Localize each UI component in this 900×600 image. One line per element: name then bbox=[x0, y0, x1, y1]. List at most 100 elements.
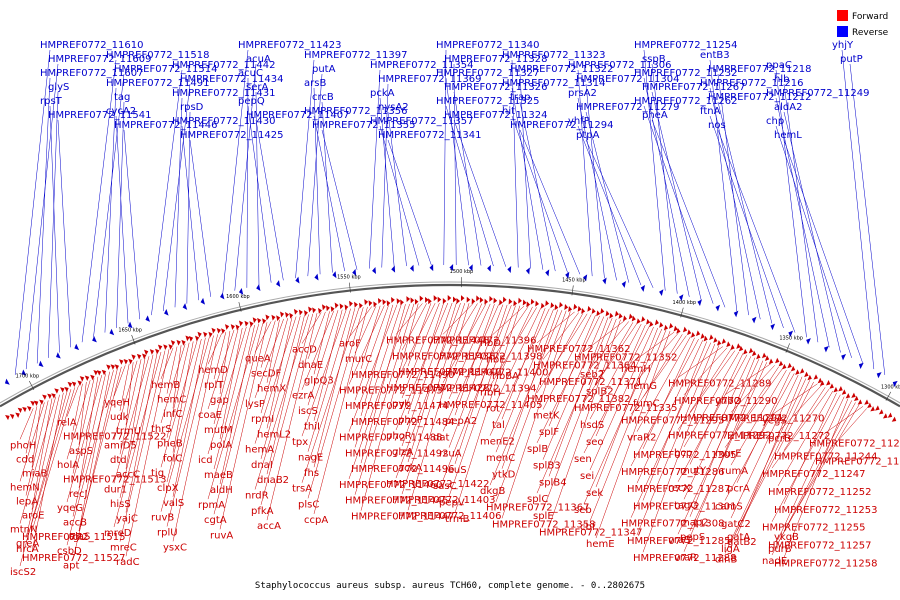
forward-feature bbox=[559, 301, 563, 308]
forward-feature bbox=[425, 296, 429, 303]
label-leader-line bbox=[395, 303, 436, 383]
forward-gene-label: phoR bbox=[386, 431, 412, 442]
label-leader-line bbox=[219, 327, 243, 440]
label-leader-line bbox=[542, 312, 579, 360]
scale-tick-label: 1550 kbp bbox=[337, 275, 361, 281]
label-leader-line bbox=[381, 83, 389, 268]
forward-gene-label: HMPREF0772_11473 bbox=[339, 385, 442, 396]
label-leader-line bbox=[66, 375, 103, 503]
label-leader-line bbox=[78, 366, 122, 532]
forward-feature bbox=[700, 333, 705, 340]
label-leader-line bbox=[724, 363, 771, 395]
forward-gene-label: yhbO bbox=[715, 396, 742, 407]
forward-gene-label: HMPREF0772_11488 bbox=[339, 433, 442, 444]
label-leader-line bbox=[72, 383, 83, 431]
label-leader-line bbox=[160, 336, 210, 512]
forward-gene-label: aroE bbox=[22, 511, 44, 522]
label-leader-line bbox=[643, 77, 690, 297]
label-leader-line bbox=[31, 398, 53, 510]
reverse-feature bbox=[276, 280, 281, 287]
label-leader-line bbox=[643, 105, 714, 304]
label-leader-line bbox=[519, 101, 556, 272]
reverse-feature bbox=[56, 352, 61, 359]
reverse-feature bbox=[295, 276, 300, 284]
label-leader-line bbox=[31, 387, 76, 532]
forward-feature bbox=[540, 302, 545, 309]
forward-feature bbox=[891, 416, 897, 422]
forward-gene-label: trmB bbox=[445, 514, 470, 525]
forward-gene-label: dnaB2 bbox=[257, 475, 289, 486]
forward-gene-label: HMPREF0772_11460 bbox=[339, 480, 442, 491]
forward-gene-label: sasC bbox=[433, 481, 457, 492]
scale-tick bbox=[571, 285, 574, 296]
reverse-gene-label: HMPREF0772_11514 bbox=[114, 64, 217, 75]
label-leader-line bbox=[125, 362, 134, 426]
label-leader-line bbox=[453, 119, 507, 267]
forward-feature bbox=[605, 310, 610, 317]
label-leader-line bbox=[354, 304, 402, 448]
reverse-feature bbox=[487, 264, 491, 272]
forward-gene-label: accA bbox=[257, 521, 281, 532]
forward-gene-label: nadE bbox=[762, 556, 787, 567]
label-leader-line bbox=[207, 326, 247, 455]
reverse-feature bbox=[256, 284, 261, 291]
reverse-feature bbox=[770, 323, 776, 331]
forward-feature bbox=[577, 305, 582, 312]
label-leader-line bbox=[395, 302, 449, 431]
label-leader-line bbox=[307, 310, 339, 406]
forward-feature bbox=[221, 328, 226, 335]
label-leader-line bbox=[19, 396, 57, 524]
label-leader-line bbox=[266, 319, 280, 383]
forward-gene-label: recJ bbox=[69, 489, 88, 500]
reverse-gene-label: HMPREF0772_11314 bbox=[502, 78, 605, 89]
forward-feature bbox=[391, 296, 395, 303]
forward-gene-label: HMPREF0772_11308 bbox=[621, 519, 724, 530]
forward-gene-label: infC bbox=[163, 409, 183, 420]
scale-tick-label: 1300 kbp bbox=[881, 384, 900, 390]
forward-feature bbox=[845, 393, 851, 399]
forward-gene-label: rpmI bbox=[251, 414, 274, 425]
label-leader-line bbox=[213, 328, 239, 425]
forward-feature bbox=[522, 299, 527, 306]
label-leader-line bbox=[387, 111, 407, 267]
forward-gene-label: splC bbox=[527, 494, 548, 505]
label-leader-line bbox=[31, 404, 41, 468]
label-leader-line bbox=[313, 115, 345, 272]
reverse-gene-label: HMPREF0772_11369 bbox=[378, 74, 481, 85]
forward-gene-label: pyk bbox=[392, 399, 410, 410]
label-leader-line bbox=[207, 333, 222, 365]
forward-gene-label: maeB bbox=[204, 470, 233, 481]
forward-gene-label: HMPREF0772_11406 bbox=[398, 511, 501, 522]
forward-feature bbox=[853, 395, 859, 402]
label-leader-line bbox=[677, 350, 736, 430]
label-leader-line bbox=[172, 345, 182, 409]
forward-feature bbox=[795, 369, 800, 375]
forward-feature bbox=[428, 298, 432, 305]
label-leader-line bbox=[642, 337, 695, 449]
label-leader-line bbox=[321, 129, 358, 270]
forward-feature bbox=[114, 364, 120, 370]
reverse-gene-label: rpsD bbox=[180, 102, 204, 113]
forward-gene-label: ribBA bbox=[492, 371, 519, 382]
label-leader-line bbox=[234, 63, 257, 291]
forward-gene-label: dur1 bbox=[104, 484, 127, 495]
forward-feature bbox=[782, 363, 787, 370]
scale-tick bbox=[131, 334, 136, 345]
label-leader-line bbox=[636, 343, 716, 536]
reverse-gene-label: hit bbox=[502, 106, 515, 117]
reverse-gene-label: HMPREF0772_11216 bbox=[700, 78, 803, 89]
scale-tick bbox=[349, 282, 351, 293]
forward-gene-label: rplT bbox=[204, 380, 224, 391]
label-leader-line bbox=[151, 69, 183, 316]
reverse-feature bbox=[182, 303, 188, 310]
forward-gene-label: HMPREF0772_11292 bbox=[668, 431, 771, 442]
reverse-feature bbox=[876, 372, 882, 379]
forward-gene-label: HMPREF0772_11398 bbox=[439, 351, 542, 362]
forward-feature bbox=[721, 338, 726, 345]
label-leader-line bbox=[783, 83, 819, 343]
forward-gene-label: HMPREF0772_11255 bbox=[762, 523, 865, 534]
forward-gene-label: valS bbox=[163, 498, 184, 509]
forward-feature bbox=[804, 371, 809, 378]
label-leader-line bbox=[213, 332, 227, 380]
forward-feature bbox=[382, 299, 387, 306]
